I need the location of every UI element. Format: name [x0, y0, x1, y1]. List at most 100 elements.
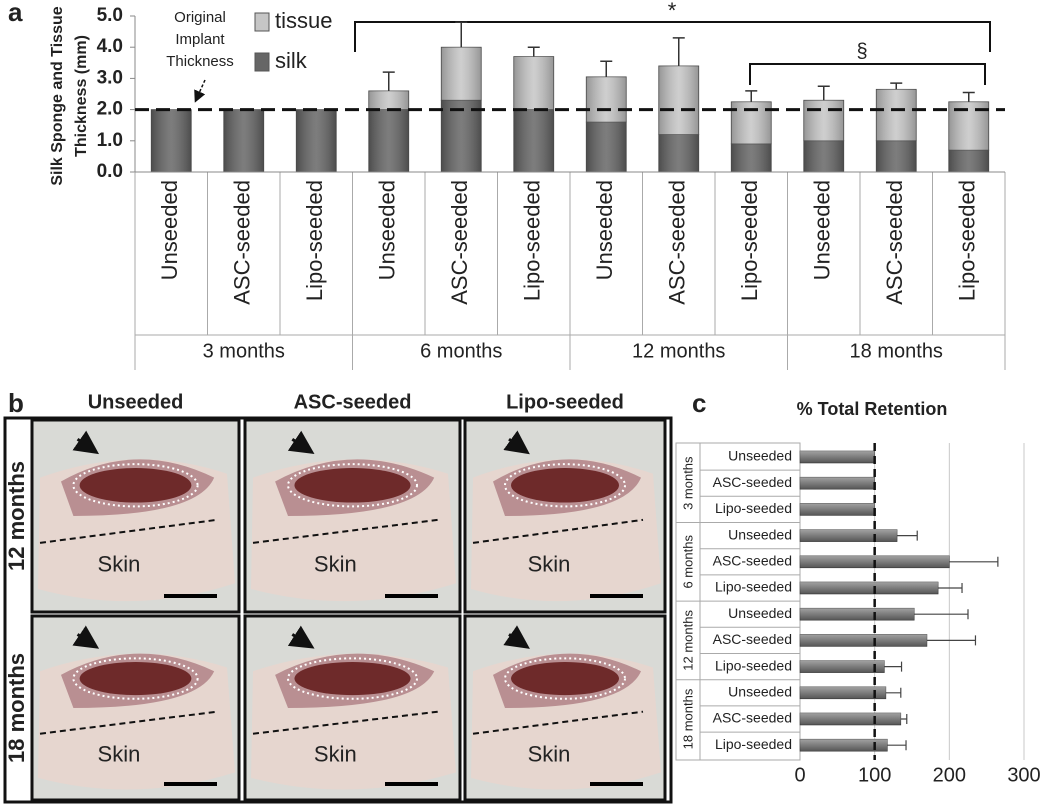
significance-bracket — [749, 63, 986, 85]
bar-shade — [800, 660, 885, 673]
legend-label: silk — [275, 48, 308, 73]
photo: Skin — [243, 614, 462, 802]
pointer-arrow — [503, 625, 530, 649]
error-bar — [914, 609, 969, 620]
bar-shade — [441, 47, 482, 101]
x-tick-label: Lipo-seeded — [737, 180, 762, 301]
error-bar — [938, 583, 963, 593]
significance-mark: § — [856, 40, 867, 62]
group-label: 6 months — [420, 340, 502, 362]
bar-shade — [800, 713, 901, 725]
bar-shade — [151, 109, 192, 172]
implant-outline — [287, 657, 418, 700]
y-tick-label: Unseeded — [728, 684, 792, 700]
y-tick-label: Lipo-seeded — [715, 579, 792, 595]
error-bar — [949, 556, 999, 567]
error-bar — [962, 91, 975, 102]
y-tick-label: ASC-seeded — [713, 631, 792, 647]
group-label: 3 months — [680, 456, 695, 510]
photo-border — [243, 614, 462, 802]
photo-frame — [3, 416, 673, 804]
x-tick-label: Lipo-seeded — [955, 180, 980, 301]
error-bar — [900, 714, 908, 724]
legend-label: tissue — [275, 8, 332, 33]
bar-shade — [368, 109, 409, 172]
pointer-arrow — [287, 625, 315, 649]
x-tick-label: ASC-seeded — [882, 180, 907, 305]
y-tick-label: ASC-seeded — [713, 710, 792, 726]
bar-shade — [658, 134, 699, 172]
group-label: 18 months — [680, 688, 695, 749]
bar-shade — [800, 529, 898, 542]
x-tick-label: ASC-seeded — [665, 180, 690, 305]
panel-letter: a — [8, 0, 23, 27]
error-bar — [887, 740, 907, 751]
x-tick-label: 300 — [1007, 764, 1040, 786]
panel-letter: b — [8, 388, 24, 418]
y-axis-label: Thickness (mm) — [73, 35, 90, 157]
x-tick-label: Unseeded — [592, 180, 617, 280]
legend-swatch — [254, 52, 270, 72]
implant — [511, 468, 619, 503]
bar-shade — [800, 582, 939, 594]
y-tick-label: ASC-seeded — [713, 474, 792, 490]
bar-shade — [803, 100, 844, 141]
error-bar — [527, 46, 540, 57]
error-bar — [890, 82, 903, 90]
bar-shade — [800, 451, 875, 463]
bar-shade — [586, 76, 627, 123]
bar-shade — [800, 477, 875, 490]
y-tick-label: Unseeded — [728, 448, 792, 464]
error-bar — [455, 21, 468, 48]
photo-border — [243, 418, 462, 614]
implant-outline — [72, 657, 199, 700]
bar-shade — [441, 100, 482, 172]
row-header: 12 months — [4, 461, 29, 571]
implant — [79, 662, 192, 696]
group-label: 3 months — [203, 340, 285, 362]
photo: Skin — [463, 418, 667, 614]
implant-outline — [72, 463, 199, 508]
implant-outline — [504, 463, 626, 508]
y-tick-label: 2.0 — [97, 99, 123, 120]
photo-border — [30, 418, 241, 614]
y-tick-label: 4.0 — [97, 36, 123, 57]
skin-boundary — [472, 518, 644, 544]
error-bar — [672, 37, 685, 66]
error-bar — [884, 661, 903, 672]
photo-border — [30, 614, 241, 802]
pointer-arrow — [503, 430, 530, 455]
bar-shade — [803, 140, 844, 172]
photo: Skin — [30, 614, 241, 802]
implant — [294, 662, 411, 696]
skin-boundary — [472, 710, 644, 735]
x-tick-label: Unseeded — [810, 180, 835, 280]
skin-label: Skin — [528, 552, 571, 577]
panel-letter: c — [692, 388, 706, 418]
bar-shade — [800, 608, 915, 621]
bar-shade — [948, 150, 989, 172]
y-tick-label: Lipo-seeded — [715, 500, 792, 516]
y-tick-label: 5.0 — [97, 5, 123, 26]
x-tick-label: Unseeded — [157, 180, 182, 280]
bar-shade — [513, 56, 554, 110]
bar-shade — [876, 140, 917, 172]
pointer-arrow — [72, 430, 100, 455]
x-tick-label: Unseeded — [375, 180, 400, 280]
bar-shade — [800, 634, 927, 647]
skin-label: Skin — [98, 552, 141, 577]
group-label: 12 months — [632, 340, 725, 362]
x-tick-label: 100 — [858, 764, 891, 786]
x-tick-label: 200 — [933, 764, 966, 786]
column-header: ASC-seeded — [294, 391, 412, 413]
bar-shade — [800, 739, 888, 752]
bar-shade — [658, 65, 699, 135]
y-tick-label: 3.0 — [97, 67, 123, 88]
photo: Skin — [463, 614, 667, 802]
column-header: Unseeded — [88, 391, 184, 413]
skin-boundary — [252, 518, 439, 544]
error-bar — [600, 60, 613, 77]
x-tick-label: 0 — [794, 764, 805, 786]
y-tick-label: 1.0 — [97, 130, 123, 151]
